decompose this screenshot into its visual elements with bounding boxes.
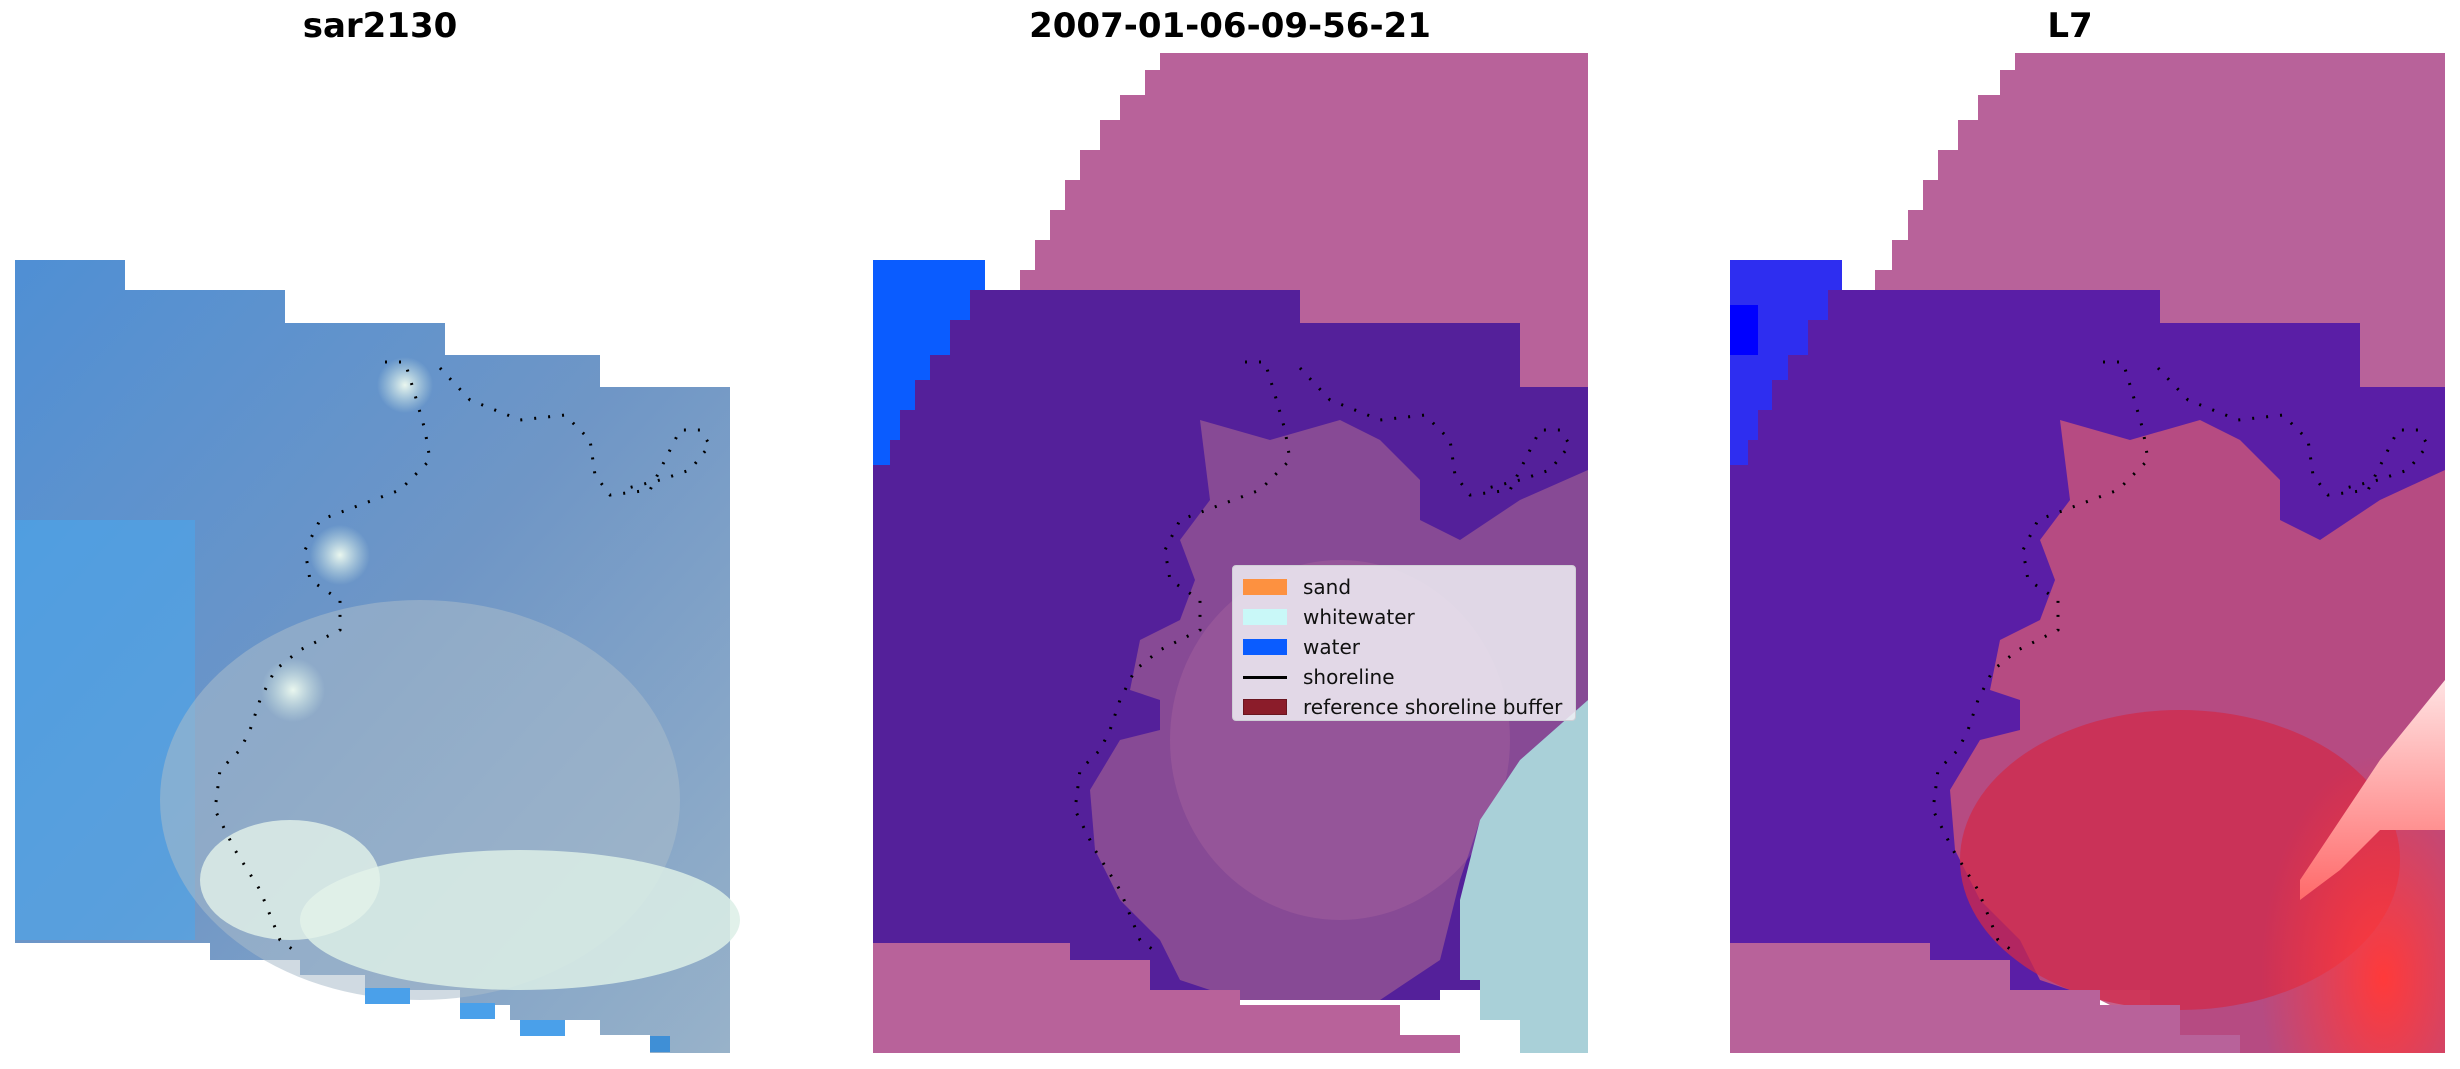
water-class-patch bbox=[873, 260, 985, 465]
legend-item-water: water bbox=[1243, 632, 1565, 662]
rgb-pixel-c bbox=[520, 1020, 565, 1036]
legend-swatch-reference-buffer bbox=[1243, 699, 1287, 715]
l7-image bbox=[1730, 53, 2445, 1053]
rgb-surf-left bbox=[200, 820, 380, 940]
l7-deep-blue bbox=[1730, 305, 1758, 355]
legend-item-reference-buffer: reference shoreline buffer bbox=[1243, 692, 1565, 722]
rgb-pixel-d bbox=[650, 1036, 670, 1052]
panel-title-classified: 2007-01-06-09-56-21 bbox=[1029, 6, 1431, 46]
legend-label-whitewater: whitewater bbox=[1303, 605, 1415, 629]
classified-shoreline bbox=[1073, 360, 1292, 957]
legend-label-sand: sand bbox=[1303, 575, 1352, 599]
legend-label-water: water bbox=[1303, 635, 1360, 659]
whitewater-patch bbox=[1460, 700, 1588, 1053]
panel-rgb: sar2130 bbox=[0, 0, 760, 1069]
rgb-surf-band bbox=[300, 850, 740, 990]
rgb-deep-water bbox=[15, 520, 195, 940]
l7-buffer-bottom bbox=[1730, 943, 2240, 1053]
rgb-foam-1 bbox=[377, 357, 433, 413]
reference-buffer-bottom bbox=[873, 943, 1460, 1053]
panel-title-l7: L7 bbox=[2047, 6, 2093, 46]
rgb-shoreline bbox=[213, 360, 432, 957]
legend-swatch-whitewater bbox=[1243, 609, 1287, 625]
legend-label-shoreline: shoreline bbox=[1303, 665, 1395, 689]
rgb-pixel-a bbox=[365, 988, 410, 1004]
classified-image bbox=[873, 53, 1588, 1053]
legend-swatch-shoreline bbox=[1243, 675, 1287, 679]
legend-item-shoreline: shoreline bbox=[1243, 662, 1565, 692]
legend: sand whitewater water shoreline referenc… bbox=[1232, 565, 1576, 721]
legend-item-sand: sand bbox=[1243, 572, 1565, 602]
l7-buffer-top bbox=[1858, 53, 2445, 680]
legend-item-whitewater: whitewater bbox=[1243, 602, 1565, 632]
rgb-pixel-b bbox=[460, 1003, 495, 1019]
panel-classified: 2007-01-06-09-56-21 bbox=[820, 0, 1640, 1069]
legend-label-reference-buffer: reference shoreline buffer bbox=[1303, 695, 1563, 719]
panel-l7: L7 bbox=[1680, 0, 2460, 1069]
rgb-foam-2 bbox=[310, 525, 370, 585]
panel-title-rgb: sar2130 bbox=[302, 6, 458, 46]
legend-swatch-water bbox=[1243, 639, 1287, 655]
rgb-image bbox=[15, 260, 740, 1053]
l7-shoreline bbox=[1931, 360, 2150, 957]
rgb-foam-3 bbox=[261, 658, 325, 722]
l7-bright-surf bbox=[2300, 680, 2445, 900]
legend-swatch-sand bbox=[1243, 579, 1287, 595]
